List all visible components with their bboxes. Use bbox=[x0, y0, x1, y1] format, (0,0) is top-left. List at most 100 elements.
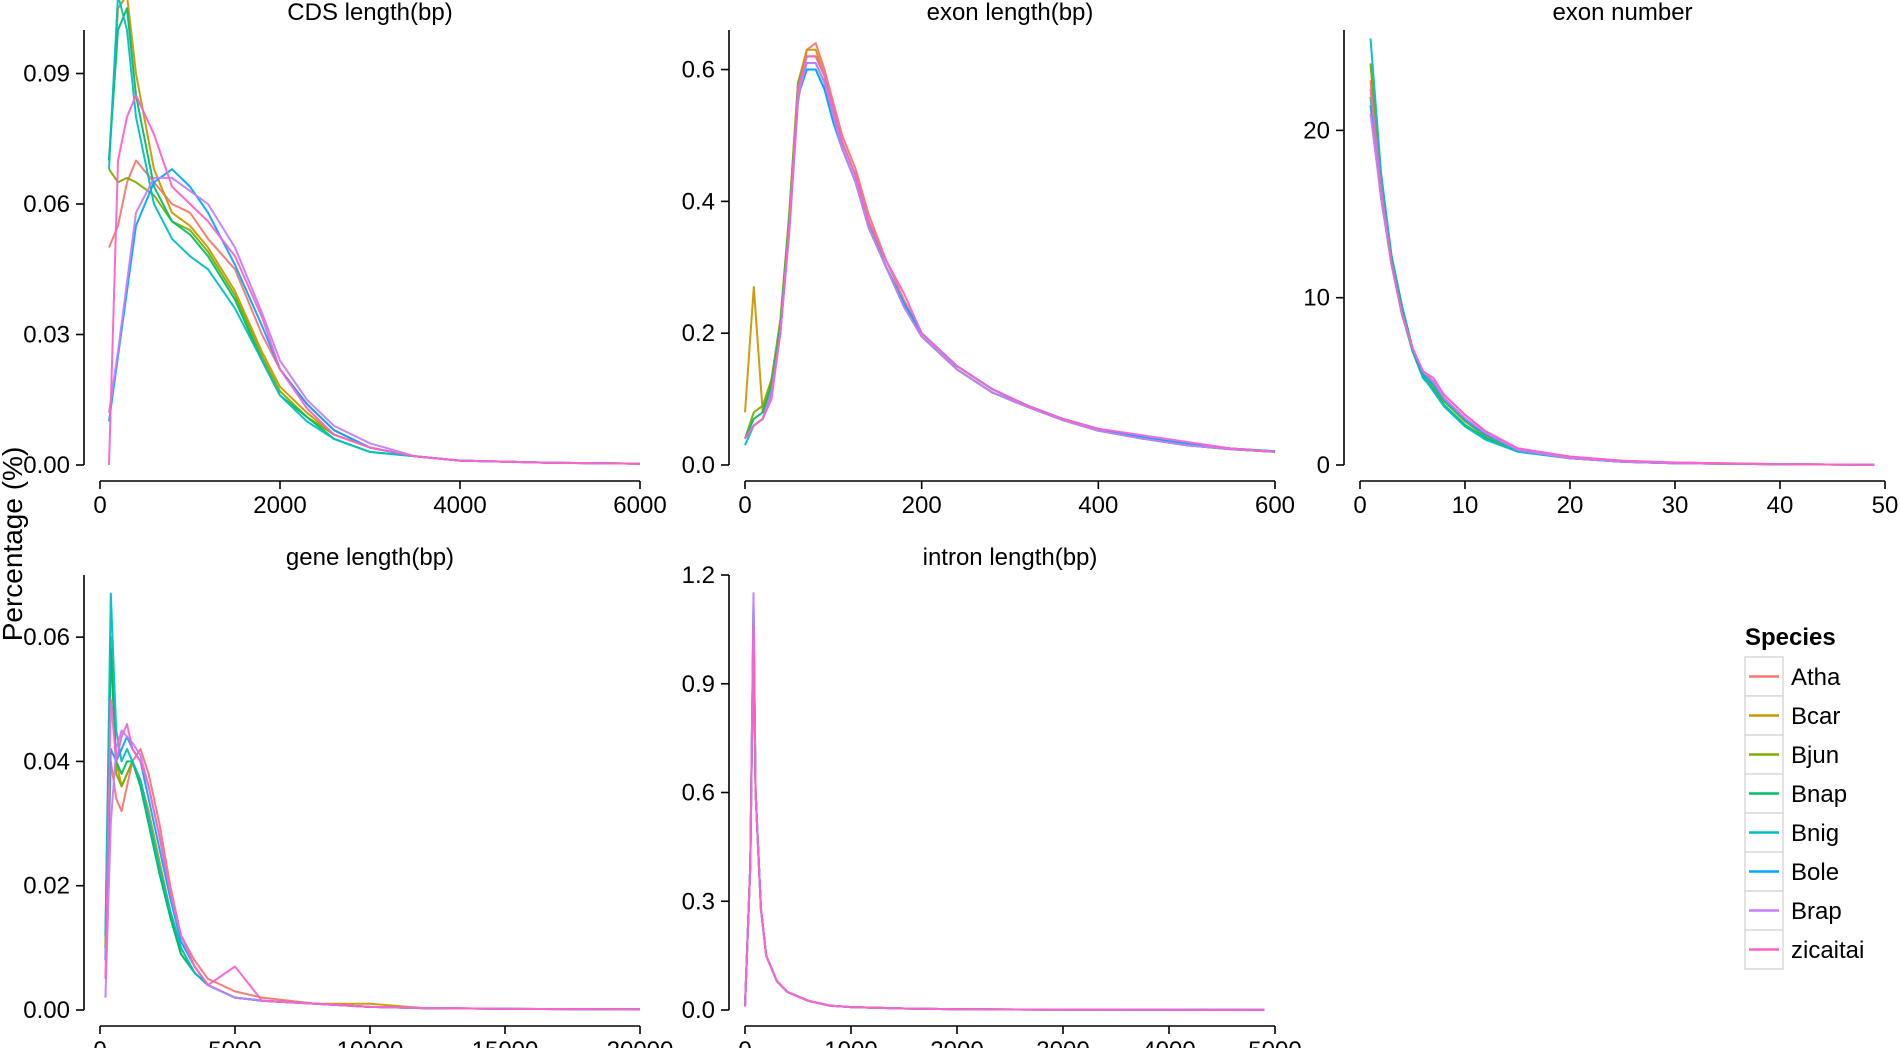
series-line-Brap bbox=[104, 729, 641, 1011]
x-tick-label: 10 bbox=[1452, 492, 1479, 519]
series-line-Bjun bbox=[104, 636, 641, 1011]
legend-label: Bole bbox=[1791, 859, 1839, 886]
series-line-Bjun bbox=[744, 55, 1276, 453]
x-tick-label: 2000 bbox=[930, 1037, 983, 1048]
y-tick-label: 0.0 bbox=[682, 452, 715, 479]
y-tick-label: 0.04 bbox=[23, 748, 70, 775]
series-line-Bjun bbox=[744, 617, 1265, 1011]
series-line-Bnig bbox=[744, 610, 1265, 1011]
y-tick-label: 0 bbox=[1317, 452, 1330, 479]
x-tick-label: 0 bbox=[1353, 492, 1366, 519]
series-line-Bnap bbox=[108, 7, 641, 465]
x-tick-label: 600 bbox=[1255, 492, 1295, 519]
series-line-Atha bbox=[104, 748, 641, 1011]
panel-2: exon length(bp) 0 200 400 600 0.0 0.2 0.4 0.6 bbox=[682, 0, 1295, 519]
y-tick-label: 0.9 bbox=[682, 671, 715, 698]
series-line-Atha bbox=[744, 628, 1265, 1011]
series-line-Bjun bbox=[108, 168, 641, 465]
panel-4: gene length(bp) 0 5000 10000 15000 20000 0.00 0… bbox=[23, 544, 673, 1048]
panel-3: exon number 0 10 20 30 40 50 0 10 20 bbox=[1303, 0, 1898, 519]
y-tick-label: 0.2 bbox=[682, 320, 715, 347]
series-line-Bcar bbox=[744, 617, 1265, 1011]
x-tick-label: 3000 bbox=[1036, 1037, 1089, 1048]
series-line-Bole bbox=[108, 168, 641, 465]
x-tick-label: 0 bbox=[93, 1037, 106, 1048]
series-line-Atha bbox=[744, 42, 1276, 453]
series-line-Brap bbox=[108, 176, 641, 465]
series-line-Brap bbox=[744, 592, 1265, 1011]
series-line-Bjun bbox=[1369, 63, 1875, 466]
panel-title: exon length(bp) bbox=[927, 0, 1094, 26]
x-tick-label: 2000 bbox=[253, 492, 306, 519]
series-line-Bcar bbox=[108, 0, 641, 465]
panel-1: CDS length(bp) 0 2000 4000 6000 0.00 0.03 0.06 0… bbox=[23, 0, 667, 519]
x-tick-label: 400 bbox=[1078, 492, 1118, 519]
series-line-Bnig bbox=[108, 0, 641, 465]
y-tick-label: 1.2 bbox=[682, 562, 715, 589]
x-tick-label: 6000 bbox=[613, 492, 666, 519]
x-tick-label: 15000 bbox=[472, 1037, 539, 1048]
series-line-Bnap bbox=[744, 62, 1276, 453]
y-tick-label: 0.09 bbox=[23, 61, 70, 88]
x-tick-label: 40 bbox=[1767, 492, 1794, 519]
panel-title: intron length(bp) bbox=[923, 544, 1098, 571]
series-line-zicaitai bbox=[744, 624, 1265, 1011]
panel-title: gene length(bp) bbox=[286, 544, 454, 571]
legend-label: Brap bbox=[1791, 898, 1842, 925]
series-line-Bnig bbox=[744, 68, 1276, 453]
series-line-Atha bbox=[108, 159, 641, 465]
x-tick-label: 4000 bbox=[1142, 1037, 1195, 1048]
x-tick-label: 20000 bbox=[607, 1037, 674, 1048]
series-line-zicaitai bbox=[744, 55, 1276, 453]
x-tick-label: 200 bbox=[902, 492, 942, 519]
y-tick-label: 0.3 bbox=[682, 888, 715, 915]
series-line-Bcar bbox=[744, 48, 1276, 453]
panel-5: intron length(bp) 0 1000 2000 3000 4000 5000 0.… bbox=[682, 544, 1302, 1048]
x-tick-label: 0 bbox=[738, 492, 751, 519]
x-tick-label: 0 bbox=[738, 1037, 751, 1048]
series-line-Bole bbox=[104, 735, 641, 1011]
x-tick-label: 50 bbox=[1872, 492, 1899, 519]
series-line-zicaitai bbox=[108, 94, 641, 466]
y-tick-label: 0.6 bbox=[682, 780, 715, 807]
x-tick-label: 5000 bbox=[208, 1037, 261, 1048]
series-line-Brap bbox=[1369, 113, 1875, 466]
x-tick-label: 0 bbox=[93, 492, 106, 519]
x-tick-label: 30 bbox=[1662, 492, 1689, 519]
x-tick-label: 5000 bbox=[1248, 1037, 1301, 1048]
panel-title: CDS length(bp) bbox=[287, 0, 452, 26]
y-tick-label: 10 bbox=[1303, 285, 1330, 312]
y-tick-label: 0.06 bbox=[23, 191, 70, 218]
series-line-Bole bbox=[744, 603, 1265, 1011]
panel-title: exon number bbox=[1552, 0, 1692, 26]
legend-label: zicaitai bbox=[1791, 937, 1864, 964]
series-line-zicaitai bbox=[1369, 88, 1875, 466]
y-tick-label: 0.0 bbox=[682, 997, 715, 1024]
y-tick-label: 0.4 bbox=[682, 188, 715, 215]
y-tick-label: 0.00 bbox=[23, 452, 70, 479]
series-line-zicaitai bbox=[104, 698, 641, 1011]
legend-title: Species bbox=[1745, 624, 1836, 651]
x-tick-label: 10000 bbox=[337, 1037, 404, 1048]
legend: Species Atha Bcar Bjun Bnap Bnig Bole Brap zicai… bbox=[1744, 624, 1864, 970]
y-tick-label: 0.02 bbox=[23, 873, 70, 900]
y-tick-label: 0.00 bbox=[23, 997, 70, 1024]
legend-label: Atha bbox=[1791, 664, 1841, 691]
legend-label: Bjun bbox=[1791, 742, 1839, 769]
y-axis-label: Percentage (%) bbox=[0, 447, 28, 642]
y-tick-label: 20 bbox=[1303, 117, 1330, 144]
legend-label: Bnap bbox=[1791, 781, 1847, 808]
series-line-Brap bbox=[744, 62, 1276, 453]
x-tick-label: 1000 bbox=[824, 1037, 877, 1048]
legend-label: Bcar bbox=[1791, 703, 1840, 730]
x-tick-label: 20 bbox=[1557, 492, 1584, 519]
legend-label: Bnig bbox=[1791, 820, 1839, 847]
series-line-Bnap bbox=[744, 610, 1265, 1011]
series-line-Bole bbox=[744, 68, 1276, 453]
y-tick-label: 0.06 bbox=[23, 624, 70, 651]
y-tick-label: 0.6 bbox=[682, 57, 715, 84]
panels: CDS length(bp)0 2000 4000 60000.000.030.060… bbox=[23, 0, 1898, 1048]
series-line-Bole bbox=[1369, 105, 1875, 466]
y-tick-label: 0.03 bbox=[23, 322, 70, 349]
